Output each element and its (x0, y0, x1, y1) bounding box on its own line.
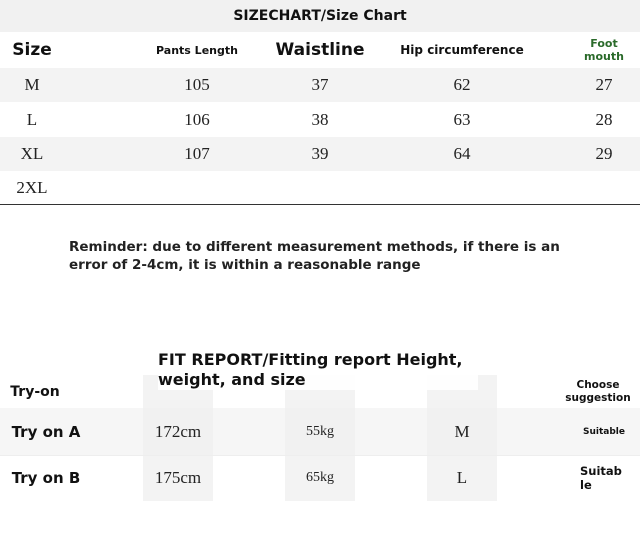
table-cell: L (456, 468, 468, 487)
header-cell: Hip circumference (400, 43, 524, 57)
table-cell: Try on B (11, 469, 81, 487)
reminder: Reminder: due to different measurement m… (69, 239, 560, 273)
table-cell: Suitable (583, 426, 625, 437)
table-cell: Suitable (580, 464, 622, 492)
table-cell: 172cm (154, 421, 202, 441)
header-cell: Waistline (275, 40, 365, 60)
header-cell: Try-on (10, 383, 60, 400)
table-cell: 107 (184, 144, 210, 163)
table-cell: 65kg (306, 470, 334, 485)
title-band (0, 0, 640, 32)
row-line (0, 455, 640, 456)
fit-table: Try-on Choose suggestion Try on A 172cm 55kg… (0, 375, 640, 501)
header-cell: Size (12, 40, 52, 60)
header-cell: Choose suggestion (565, 378, 631, 404)
table-cell: XL (20, 144, 44, 163)
row-band (0, 68, 640, 102)
rule (0, 204, 640, 205)
table-cell: 39 (311, 144, 329, 163)
size-table: Size Pants Length Waistline Hip circumferen… (0, 32, 640, 205)
table-cell: 64 (453, 144, 471, 163)
table-cell: 175cm (154, 468, 202, 487)
table-cell: M (454, 421, 470, 441)
header-cell: Pants Length (156, 43, 238, 57)
table-cell: 38 (311, 110, 329, 129)
table-cell: 105 (184, 75, 210, 94)
table-cell: 37 (311, 75, 329, 94)
table-cell: 29 (595, 144, 613, 163)
fit-report-title: FIT REPORT/Fitting report Height, weight… (158, 350, 478, 390)
table-cell: M (24, 75, 40, 94)
table-cell: 2XL (16, 178, 48, 197)
row-band (0, 408, 640, 455)
table-cell: 106 (184, 110, 210, 129)
table-cell: 27 (595, 75, 613, 94)
table-cell: 62 (453, 75, 471, 94)
table-cell: L (26, 110, 38, 129)
size-chart-title: SIZECHART/Size Chart (233, 8, 407, 24)
header-cell: Foot mouth (584, 37, 624, 63)
row-band (0, 137, 640, 171)
table-cell: 55kg (306, 423, 334, 439)
table-cell: 28 (595, 110, 613, 129)
table-cell: Try on A (11, 422, 81, 441)
table-cell: 63 (453, 110, 471, 129)
